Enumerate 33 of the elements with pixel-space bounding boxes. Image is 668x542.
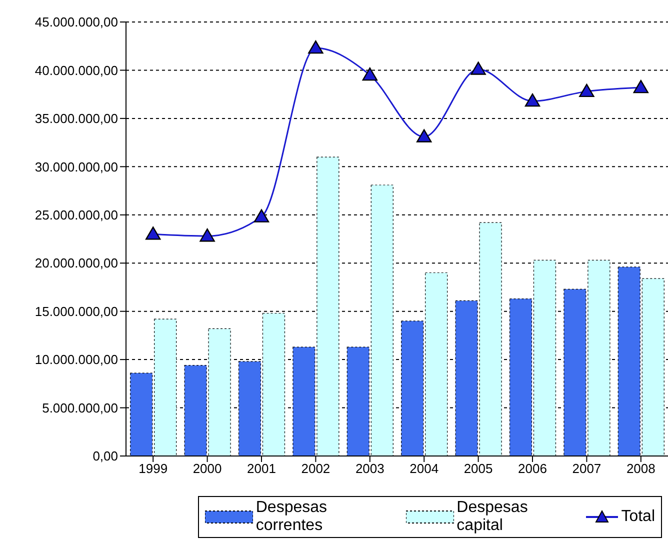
point — [254, 209, 270, 222]
y-tick-label: 10.000.000,00 — [34, 352, 118, 368]
y-tick-label: 35.000.000,00 — [34, 111, 118, 126]
point — [362, 67, 378, 81]
x-tick-label: 2000 — [192, 461, 222, 476]
x-tick-label: 2004 — [410, 461, 439, 476]
legend-label: Despesas capital — [456, 499, 529, 535]
y-tick-label: 15.000.000,00 — [34, 304, 118, 319]
y-tick-label: 5.000.000,00 — [42, 400, 118, 416]
point — [308, 40, 324, 54]
point — [633, 80, 648, 94]
legend-label: Despesas correntes — [256, 499, 328, 535]
x-tick-label: 2007 — [572, 461, 602, 476]
x-tick-label: 2003 — [355, 461, 384, 476]
y-tick-label: 40.000.000,00 — [34, 62, 118, 78]
point — [524, 93, 540, 107]
point — [579, 84, 594, 98]
y-tick-label: 45.000.000,00 — [34, 14, 118, 30]
y-tick-label: 20.000.000,00 — [34, 256, 118, 271]
x-tick-label: 2005 — [464, 461, 493, 476]
x-tick-label: 2006 — [518, 461, 547, 476]
point — [200, 228, 215, 242]
x-tick-label: 2008 — [626, 461, 656, 476]
legend-label: Total — [621, 508, 655, 526]
point — [470, 62, 486, 75]
x-tick-label: 2002 — [301, 461, 330, 476]
y-tick-label: 0,00 — [92, 448, 118, 464]
point — [146, 226, 161, 240]
x-tick-label: 2001 — [247, 461, 276, 476]
x-tick-label: 1999 — [138, 461, 168, 476]
y-tick-label: 30.000.000,00 — [34, 159, 118, 174]
point — [416, 129, 432, 142]
y-tick-label: 25.000.000,00 — [34, 208, 118, 223]
